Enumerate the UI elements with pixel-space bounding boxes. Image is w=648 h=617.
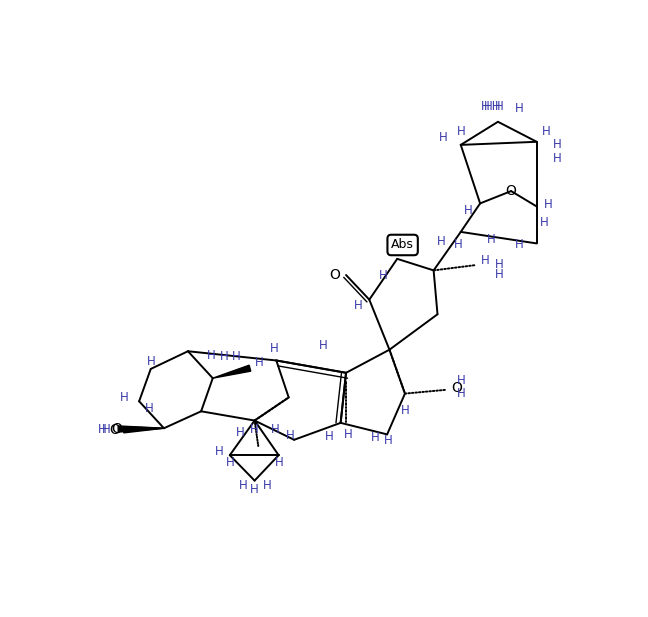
Text: H: H	[220, 350, 229, 363]
Text: H: H	[318, 339, 327, 352]
Text: H: H	[495, 100, 504, 113]
Text: H: H	[544, 199, 553, 212]
Text: H: H	[456, 125, 465, 138]
Text: H: H	[481, 100, 490, 113]
Text: H: H	[120, 391, 129, 404]
Text: O: O	[109, 423, 120, 437]
Text: H: H	[553, 138, 562, 151]
Text: H: H	[344, 428, 353, 441]
Text: H: H	[270, 423, 279, 436]
Text: H: H	[255, 355, 264, 368]
Text: H: H	[214, 445, 224, 458]
Text: H: H	[481, 254, 490, 267]
Text: H: H	[515, 239, 523, 252]
Text: H: H	[239, 479, 248, 492]
Text: H: H	[439, 131, 448, 144]
Text: H: H	[437, 236, 446, 249]
Text: H: H	[384, 434, 393, 447]
Text: H: H	[400, 404, 410, 417]
Text: H: H	[371, 431, 380, 444]
Text: H: H	[354, 299, 363, 312]
Text: H: H	[325, 430, 333, 443]
Text: O: O	[329, 268, 340, 282]
Text: H: H	[495, 259, 504, 271]
Text: H: H	[98, 423, 107, 436]
Text: H: H	[456, 387, 465, 400]
Polygon shape	[213, 365, 251, 378]
Text: H: H	[464, 204, 473, 217]
Polygon shape	[118, 426, 164, 432]
Text: H: H	[250, 483, 259, 496]
Text: O: O	[452, 381, 462, 395]
Text: H: H	[487, 233, 496, 246]
Text: H: H	[286, 429, 295, 442]
Text: H: H	[540, 216, 549, 229]
Text: H: H	[542, 125, 550, 138]
Text: H: H	[553, 152, 562, 165]
Text: H: H	[454, 239, 463, 252]
Text: H: H	[145, 402, 154, 415]
Text: H: H	[270, 342, 279, 355]
Text: H: H	[379, 268, 388, 281]
Polygon shape	[124, 427, 164, 433]
Text: H: H	[515, 102, 523, 115]
Text: H: H	[237, 426, 245, 439]
Text: H: H	[226, 457, 234, 470]
Text: H: H	[102, 423, 110, 436]
Text: H: H	[250, 423, 259, 436]
Text: Abs: Abs	[391, 239, 414, 252]
Text: H: H	[207, 349, 216, 362]
Text: O: O	[505, 184, 516, 198]
Text: O: O	[111, 422, 122, 436]
Text: H: H	[262, 479, 272, 492]
Text: HH: HH	[484, 100, 502, 113]
Text: H: H	[275, 457, 284, 470]
Text: H: H	[146, 355, 155, 368]
Text: H: H	[456, 374, 465, 387]
Text: H: H	[231, 350, 240, 363]
Text: H: H	[495, 268, 504, 281]
